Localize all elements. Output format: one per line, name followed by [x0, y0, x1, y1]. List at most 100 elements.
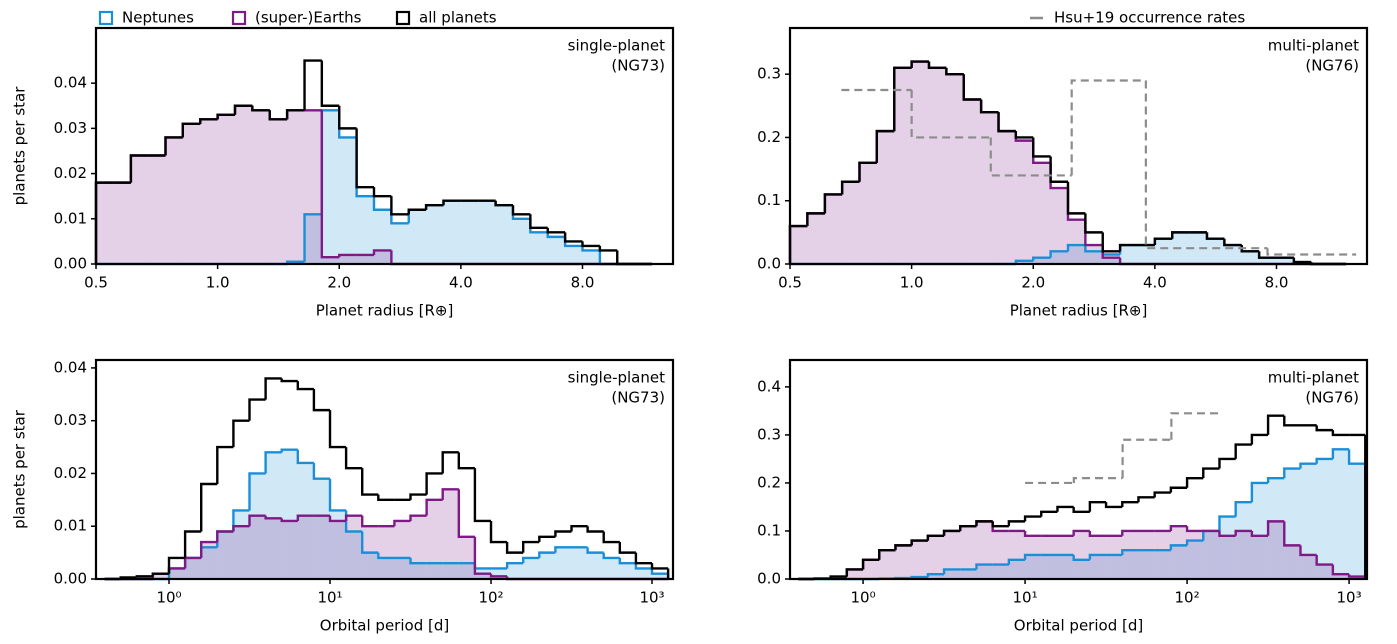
x-axis-label: Orbital period [d]: [320, 617, 449, 635]
step: [457, 452, 475, 470]
step: [1250, 433, 1269, 445]
step: [598, 245, 618, 252]
bar-fill: [1089, 535, 1107, 579]
bar-fill: [185, 557, 202, 579]
step: [1223, 238, 1242, 247]
plot-frame: [94, 358, 675, 581]
bar-fill: [1025, 535, 1042, 579]
x-tick-label: 2.0: [327, 274, 351, 292]
step: [216, 445, 234, 485]
step: [199, 118, 218, 124]
step: [248, 398, 266, 421]
bar-fill: [1073, 530, 1090, 579]
bar-fill: [571, 547, 588, 579]
step: [296, 449, 314, 465]
step: [522, 540, 540, 553]
step: [183, 530, 202, 558]
annotation: single-planet: [568, 369, 665, 387]
step: [1169, 544, 1188, 551]
step: [926, 534, 945, 541]
bar-fill: [1102, 257, 1121, 264]
step: [216, 113, 235, 120]
step: [910, 539, 928, 546]
bar-fill: [378, 557, 395, 579]
bar-fill: [185, 557, 202, 579]
bar-fill: [1154, 550, 1171, 579]
bar-fill: [1138, 530, 1155, 579]
bar-fill: [652, 573, 669, 579]
y-tick-label: 0.04: [54, 358, 87, 376]
step: [1234, 500, 1252, 517]
bar-fill: [1316, 564, 1333, 579]
bar-fill: [410, 515, 427, 579]
step: [538, 551, 556, 558]
bar-fill: [217, 531, 234, 579]
bar-fill: [1170, 545, 1188, 579]
step: [602, 552, 620, 560]
step: [268, 110, 288, 121]
x-tick-label: 10³: [639, 589, 664, 607]
bar-fill: [1025, 554, 1042, 579]
annotation: single-planet: [568, 37, 665, 55]
bar-fill: [1187, 540, 1204, 579]
bar-fill: [356, 254, 374, 264]
step: [875, 129, 895, 163]
bar-fill: [894, 67, 912, 264]
step: [979, 99, 999, 114]
bar-fill: [911, 61, 929, 265]
x-tick-label: 10²: [1175, 589, 1200, 607]
bar-fill: [842, 181, 860, 264]
step: [1088, 500, 1107, 512]
bar-fill: [297, 462, 314, 579]
bar-fill: [304, 110, 322, 264]
annotation: multi-planet: [1268, 369, 1359, 387]
bar-fill: [426, 563, 443, 579]
step: [942, 529, 961, 536]
bar-fill: [863, 559, 880, 579]
bar-fill: [169, 568, 186, 579]
bar-fill: [458, 563, 475, 579]
bar-fill: [1033, 162, 1051, 264]
step: [910, 60, 929, 68]
step: [232, 509, 250, 532]
step: [264, 451, 282, 474]
step: [1014, 131, 1034, 142]
bar-fill: [1189, 232, 1207, 264]
bar-fill: [635, 568, 653, 579]
step: [1315, 425, 1333, 432]
step: [858, 161, 877, 182]
bar-fill: [394, 520, 411, 579]
step: [1040, 510, 1058, 517]
y-tick-label: 0.3: [757, 425, 781, 443]
bar-fill: [512, 218, 531, 264]
bar-fill: [587, 552, 604, 579]
bar-fill: [233, 526, 250, 579]
bar-fill: [426, 205, 444, 264]
x-tick-label: 0.5: [84, 274, 108, 292]
bar-fill: [1276, 257, 1294, 264]
bar-fill: [346, 515, 363, 579]
bar-fill: [876, 131, 895, 264]
bar-fill: [1102, 254, 1121, 264]
bar-fill: [313, 478, 331, 579]
step: [529, 214, 548, 230]
bar-fill: [1033, 257, 1051, 264]
bar-fill: [442, 563, 459, 579]
step: [1023, 530, 1042, 537]
bar-fill: [1057, 535, 1074, 579]
step: [200, 540, 218, 558]
step: [393, 519, 411, 527]
step: [409, 557, 427, 565]
step: [1234, 529, 1252, 536]
step: [181, 122, 201, 138]
step: [409, 514, 427, 521]
bar-fill: [339, 137, 357, 264]
bar-fill: [944, 569, 961, 579]
legend-marker: [98, 10, 114, 26]
bar-fill: [1349, 463, 1366, 579]
step: [1299, 545, 1317, 557]
step: [1084, 245, 1103, 253]
bar-fill: [1219, 535, 1236, 579]
step: [1266, 248, 1357, 256]
bar-fill: [565, 245, 583, 264]
